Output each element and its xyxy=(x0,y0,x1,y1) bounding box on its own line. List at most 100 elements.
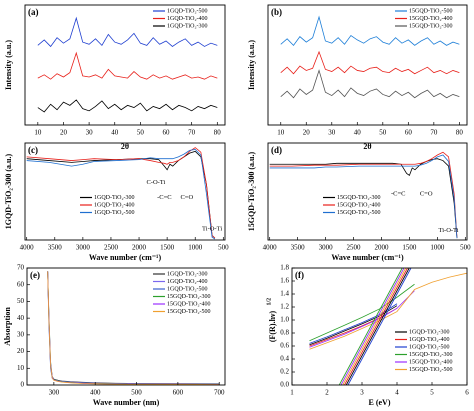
series-line xyxy=(26,150,216,239)
series-line xyxy=(26,149,216,240)
annotation: C=O xyxy=(420,190,433,197)
y-tick-label: 1.6 xyxy=(280,277,289,285)
x-tick-label: 30 xyxy=(328,129,336,137)
annotation: Ti-O-Ti xyxy=(202,225,222,232)
x-tick-label: 10 xyxy=(34,129,42,137)
series-line xyxy=(309,307,398,347)
annotation: C=O xyxy=(180,194,193,201)
x-axis-label: Wave number (cm⁻¹) xyxy=(89,253,162,262)
x-tick-label: 3500 xyxy=(48,244,63,252)
frame xyxy=(267,142,468,241)
y-axis-label: Absorption xyxy=(3,307,12,346)
series-line xyxy=(280,69,460,99)
x-tick-label: 40 xyxy=(111,129,119,137)
panel-label: (e) xyxy=(30,270,40,280)
plot-area xyxy=(269,151,458,239)
frame xyxy=(291,267,468,386)
y-axis-label: 15GQD-TiO₂-300 (a.u.) xyxy=(247,151,256,231)
x-tick-label: 70 xyxy=(188,129,196,137)
legend-label: 15GQD-TiO₂-300 xyxy=(167,294,211,300)
x-tick-label: 20 xyxy=(303,129,311,137)
x-tick-label: 20 xyxy=(60,129,68,137)
x-tick-label: 1500 xyxy=(160,244,175,252)
x-tick-label: 50 xyxy=(137,129,145,137)
annotation: -C=C xyxy=(157,194,172,201)
y-tick-label: 30 xyxy=(17,330,25,338)
frame xyxy=(24,4,226,126)
x-tick-label: 500 xyxy=(131,389,142,397)
fit-line xyxy=(340,268,405,385)
series-line xyxy=(269,151,458,238)
x-axis-label: 2θ xyxy=(363,142,371,151)
y-tick-label: 1.8 xyxy=(280,264,289,272)
series-line xyxy=(309,303,398,344)
y-axis-label: 1GQD-TiO₂-300 (a.u.) xyxy=(4,153,13,229)
plot-area xyxy=(26,147,216,240)
panel-label: (c) xyxy=(28,145,38,155)
plot-area xyxy=(309,268,467,385)
x-tick-label: 4 xyxy=(395,389,399,397)
x-tick-label: 1 xyxy=(290,389,294,397)
x-tick-label: 3000 xyxy=(76,244,91,252)
x-tick-label: 600 xyxy=(173,389,184,397)
x-tick-label: 3000 xyxy=(319,244,334,252)
y-axis-label-sup: 1/2 xyxy=(266,298,272,306)
y-tick-label: 0.4 xyxy=(280,355,289,363)
series-line xyxy=(309,283,415,342)
y-tick-label: 0.0 xyxy=(280,381,289,389)
frame xyxy=(267,4,468,126)
x-tick-label: 300 xyxy=(49,389,60,397)
x-tick-label: 3 xyxy=(360,389,364,397)
y-tick-label: 60 xyxy=(17,280,25,288)
y-tick-label: 0.8 xyxy=(280,329,289,337)
series-line xyxy=(37,16,218,48)
series-line xyxy=(309,272,467,350)
x-tick-label: 6 xyxy=(465,389,469,397)
legend-label: 15GQD-TiO₂-500 xyxy=(337,210,381,216)
panel-label: (b) xyxy=(271,7,282,17)
legend-label: 1GQD-TiO₂-300 xyxy=(94,195,135,201)
legend-label: 1GQD-TiO₂-300 xyxy=(167,271,208,277)
x-tick-label: 5 xyxy=(430,389,434,397)
panel-label: (d) xyxy=(271,145,282,155)
x-tick-label: 80 xyxy=(456,129,464,137)
x-tick-label: 2000 xyxy=(132,244,147,252)
x-tick-label: 500 xyxy=(218,244,229,252)
legend-label: 15GQD-TiO₂-500 xyxy=(167,309,211,315)
x-tick-label: 4000 xyxy=(20,244,35,252)
legend-label: 1GQD-TiO₂-500 xyxy=(167,8,208,14)
x-tick-label: 2500 xyxy=(347,244,362,252)
x-tick-label: 500 xyxy=(460,244,471,252)
series-line xyxy=(269,158,458,239)
series-line xyxy=(309,290,415,348)
x-tick-label: 70 xyxy=(430,129,438,137)
legend-label: 15GQD-TiO₂-300 xyxy=(409,23,453,29)
fit-line xyxy=(345,268,410,385)
panel-label: (f) xyxy=(295,270,304,280)
legend-label: 15GQD-TiO₂-500 xyxy=(409,8,453,14)
x-axis-label: 2θ xyxy=(121,142,129,151)
x-tick-label: 2 xyxy=(325,389,329,397)
y-axis-label: Intensity (a.u.) xyxy=(4,40,13,90)
legend-label: 1GQD-TiO₂-400 xyxy=(94,202,135,208)
frame xyxy=(24,142,226,241)
x-tick-label: 30 xyxy=(86,129,94,137)
series-line xyxy=(37,51,218,80)
y-axis-label: (F(R).hν) xyxy=(268,310,277,342)
y-tick-label: 70 xyxy=(17,264,25,272)
x-tick-label: 400 xyxy=(90,389,101,397)
fit-line xyxy=(342,268,407,385)
series-line xyxy=(47,271,220,385)
x-tick-label: 4000 xyxy=(263,244,278,252)
x-tick-label: 50 xyxy=(379,129,387,137)
x-tick-label: 40 xyxy=(354,129,362,137)
y-tick-label: 20 xyxy=(17,347,25,355)
legend-label: 15GQD-TiO₂-300 xyxy=(409,352,453,358)
fit-line xyxy=(338,268,403,385)
annotation: C-O-Ti xyxy=(146,179,165,186)
x-tick-label: 1500 xyxy=(402,244,417,252)
series-line xyxy=(37,99,218,113)
y-tick-label: 40 xyxy=(17,314,25,322)
fit-line xyxy=(344,268,408,385)
